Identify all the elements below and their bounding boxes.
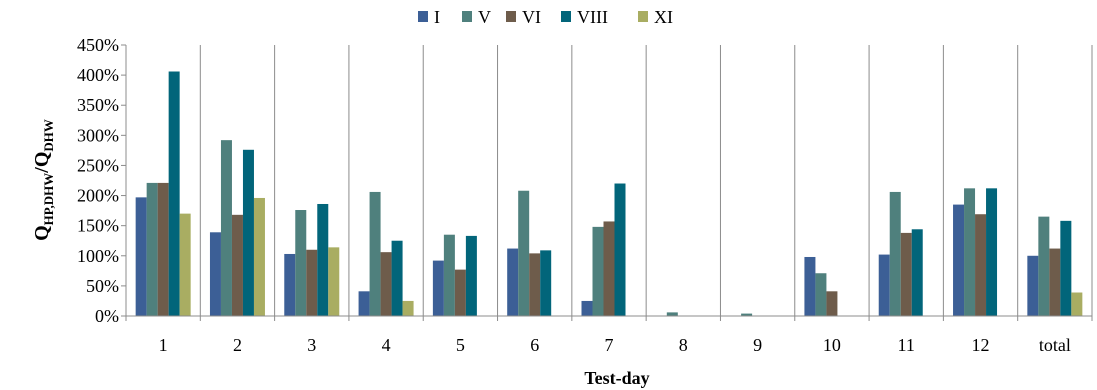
bar-I-2 bbox=[209, 232, 221, 316]
y-tick-label: 450% bbox=[77, 35, 119, 55]
bar-XI-4 bbox=[402, 300, 414, 316]
legend-label-V: V bbox=[478, 7, 491, 27]
legend-label-VI: VI bbox=[522, 7, 541, 27]
bar-V-6 bbox=[518, 190, 530, 316]
y-axis-title-sub2: DHW bbox=[41, 119, 56, 152]
bar-V-8 bbox=[666, 312, 678, 316]
bar-I-total bbox=[1027, 255, 1039, 316]
bar-VI-5 bbox=[454, 269, 466, 316]
bar-V-total bbox=[1038, 216, 1050, 316]
bar-I-4 bbox=[358, 291, 370, 316]
bar-VIII-12 bbox=[986, 188, 998, 316]
x-tick-label: total bbox=[1039, 335, 1071, 355]
bar-VI-1 bbox=[157, 182, 169, 316]
y-tick-label: 100% bbox=[77, 246, 119, 266]
y-tick-label: 300% bbox=[77, 125, 119, 145]
y-axis-title-main: Q bbox=[31, 225, 53, 241]
y-axis-title: QHP,DHW/QDHW bbox=[31, 119, 56, 241]
x-axis-title: Test-day bbox=[584, 368, 649, 388]
legend-label-I: I bbox=[434, 7, 440, 27]
bar-VI-4 bbox=[380, 252, 392, 316]
bar-VI-3 bbox=[306, 249, 318, 316]
x-tick-label: 8 bbox=[679, 335, 688, 355]
x-tick-label: 5 bbox=[456, 335, 465, 355]
x-tick-label: 9 bbox=[753, 335, 762, 355]
bar-VI-7 bbox=[603, 221, 615, 316]
y-axis: 0% 50% 100% 150% 200% 250% 300% 350% 400% 450% bbox=[77, 35, 127, 326]
bar-I-12 bbox=[953, 204, 965, 316]
bar-VIII-6 bbox=[540, 250, 552, 316]
y-tick-label: 50% bbox=[86, 276, 119, 296]
x-tick-label: 10 bbox=[823, 335, 841, 355]
bar-VI-10 bbox=[826, 291, 838, 316]
y-tick-label: 400% bbox=[77, 65, 119, 85]
x-tick-label: 2 bbox=[233, 335, 242, 355]
bar-V-9 bbox=[741, 313, 753, 316]
bar-I-6 bbox=[507, 248, 519, 316]
bar-V-2 bbox=[220, 140, 232, 316]
x-tick-label: 3 bbox=[307, 335, 316, 355]
legend-label-XI: XI bbox=[654, 7, 673, 27]
bar-VIII-1 bbox=[168, 71, 180, 317]
x-tick-label: 1 bbox=[159, 335, 168, 355]
bar-V-10 bbox=[815, 273, 827, 316]
y-axis-title-sub1: HP,DHW bbox=[41, 173, 56, 226]
bar-I-5 bbox=[432, 260, 444, 316]
y-tick-label: 150% bbox=[77, 216, 119, 236]
bar-XI-3 bbox=[328, 247, 340, 316]
bar-VI-total bbox=[1049, 248, 1061, 316]
bar-I-1 bbox=[135, 197, 147, 316]
x-tick-label: 12 bbox=[972, 335, 990, 355]
x-tick-label: 6 bbox=[530, 335, 539, 355]
y-tick-label: 250% bbox=[77, 155, 119, 175]
bars bbox=[135, 71, 1083, 317]
legend-swatch-XI bbox=[638, 11, 648, 22]
x-axis: 1 2 3 4 5 6 7 8 9 10 11 12 total bbox=[125, 315, 1093, 355]
x-tick-label: 11 bbox=[898, 335, 915, 355]
bar-XI-2 bbox=[253, 197, 265, 316]
bar-VIII-2 bbox=[242, 149, 254, 316]
bar-VIII-7 bbox=[614, 183, 626, 316]
bar-I-11 bbox=[878, 254, 890, 316]
y-axis-title-sep: /Q bbox=[31, 152, 53, 174]
x-tick-label: 7 bbox=[605, 335, 614, 355]
bar-VI-6 bbox=[529, 253, 541, 316]
bar-V-5 bbox=[443, 234, 455, 316]
legend-swatch-V bbox=[462, 11, 472, 22]
bar-VIII-11 bbox=[911, 229, 923, 316]
bar-I-7 bbox=[581, 300, 593, 316]
bar-V-3 bbox=[295, 210, 307, 316]
legend-swatch-I bbox=[418, 11, 428, 22]
bar-V-4 bbox=[369, 191, 381, 316]
bar-VIII-4 bbox=[391, 240, 403, 316]
y-tick-label: 0% bbox=[95, 306, 119, 326]
bar-XI-total bbox=[1071, 292, 1083, 316]
bar-XI-1 bbox=[179, 213, 191, 316]
bar-V-12 bbox=[964, 188, 976, 316]
x-tick-label: 4 bbox=[382, 335, 391, 355]
bar-VI-12 bbox=[975, 214, 987, 316]
y-tick-label: 350% bbox=[77, 95, 119, 115]
legend-swatch-VI bbox=[506, 11, 516, 22]
bar-V-11 bbox=[889, 191, 901, 316]
legend: I V VI VIII XI bbox=[418, 7, 673, 27]
y-tick-label: 200% bbox=[77, 186, 119, 206]
bar-V-1 bbox=[146, 182, 158, 316]
legend-swatch-VIII bbox=[561, 11, 571, 22]
category-gridlines bbox=[199, 45, 1093, 316]
bar-VIII-5 bbox=[465, 235, 477, 316]
legend-label-VIII: VIII bbox=[577, 7, 608, 27]
bar-V-7 bbox=[592, 226, 604, 316]
bar-VIII-3 bbox=[317, 203, 329, 316]
bar-I-10 bbox=[804, 256, 816, 316]
bar-I-3 bbox=[284, 253, 296, 316]
bar-VI-11 bbox=[900, 232, 912, 316]
bar-VIII-total bbox=[1060, 220, 1072, 316]
bar-VI-2 bbox=[231, 214, 243, 316]
